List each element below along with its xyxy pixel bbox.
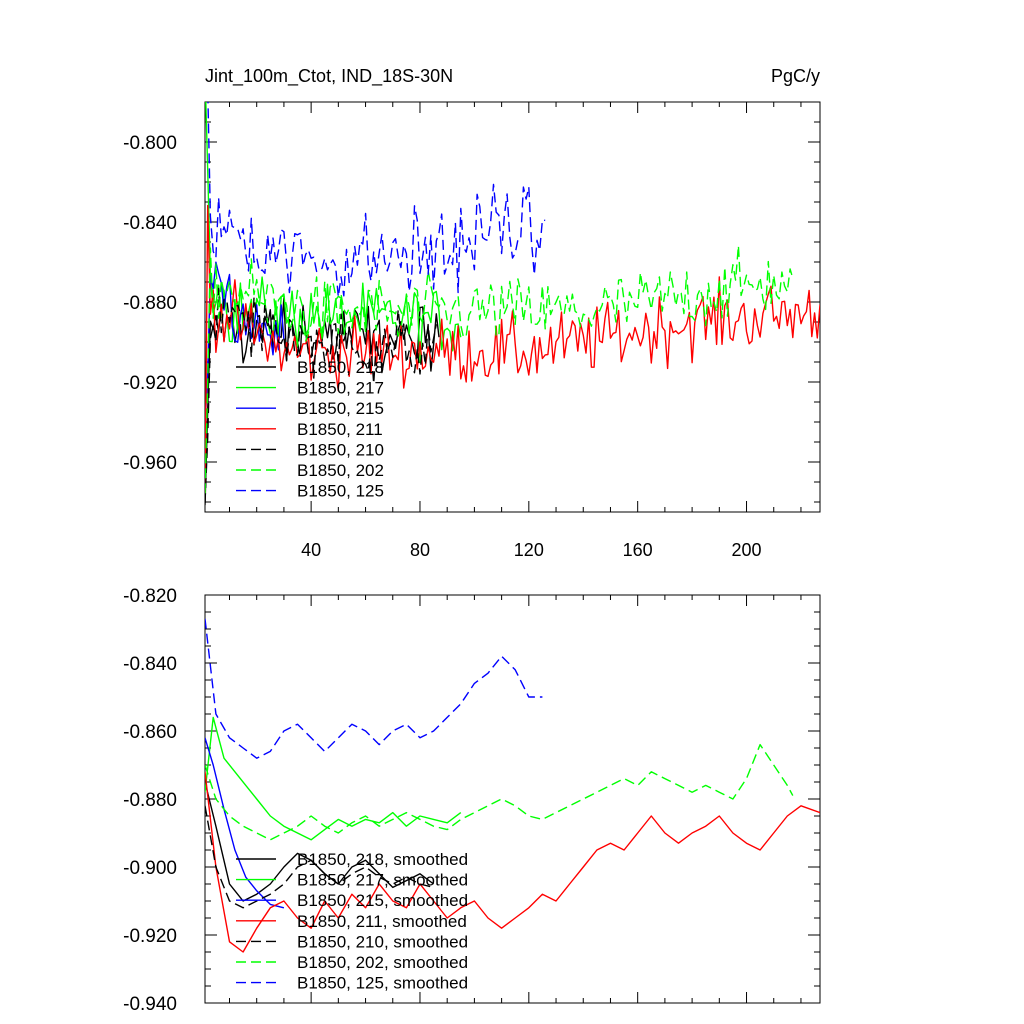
legend-label: B1850, 215 — [297, 399, 384, 418]
y-tick-label: -0.920 — [123, 373, 177, 394]
legend-label: B1850, 202, smoothed — [297, 953, 468, 972]
series-group — [205, 618, 820, 953]
legend-label: B1850, 211, smoothed — [297, 912, 467, 931]
y-tick-label: -0.820 — [123, 586, 177, 607]
legend-label: B1850, 218 — [297, 358, 384, 377]
y-tick-label: -0.940 — [123, 994, 177, 1015]
legend-label: B1850, 210 — [297, 440, 384, 459]
y-tick-label: -0.840 — [123, 213, 177, 234]
bottom-panel: -0.940 -0.920 -0.900 -0.880 -0.860 -0.840 -0.8… — [123, 586, 821, 1015]
legend-label: B1850, 125, smoothed — [297, 974, 468, 993]
series-line — [205, 287, 437, 504]
figure-title: Jint_100m_Ctot, IND_18S-30N — [205, 66, 453, 87]
figure-units: PgC/y — [771, 66, 820, 86]
legend-label: B1850, 202 — [297, 461, 384, 480]
series-line — [207, 102, 546, 298]
x-tick-label: 40 — [301, 540, 321, 560]
series-line — [205, 743, 794, 841]
legend-label: B1850, 125 — [297, 482, 384, 501]
x-tick-label: 120 — [514, 540, 544, 560]
top-panel: 40 80 120 160 200 -0.960 -0.920 -0.880 -0.840 -0.… — [123, 101, 821, 560]
y-tick-label: -0.900 — [123, 858, 177, 879]
x-tick-label: 160 — [623, 540, 653, 560]
series-line — [205, 245, 794, 494]
y-tick-label: -0.920 — [123, 926, 177, 947]
x-tick-label: 80 — [410, 540, 430, 560]
x-tick-label: 200 — [732, 540, 762, 560]
series-line — [205, 102, 462, 364]
y-tick-label: -0.880 — [123, 293, 177, 314]
series-line — [205, 771, 820, 953]
y-tick-label: -0.880 — [123, 790, 177, 811]
legend-label: B1850, 218, smoothed — [297, 850, 468, 869]
legend-label: B1850, 210, smoothed — [297, 932, 468, 951]
legend-label: B1850, 211 — [297, 420, 383, 439]
y-tick-label: -0.800 — [123, 133, 177, 154]
y-tick-label: -0.960 — [123, 453, 177, 474]
series-line — [205, 618, 543, 759]
series-line — [205, 716, 462, 841]
series-line — [205, 297, 440, 506]
legend-label: B1850, 217, smoothed — [297, 871, 468, 890]
series-line — [205, 805, 434, 909]
series-line — [205, 737, 285, 909]
series-group — [205, 102, 820, 506]
series-line — [205, 781, 435, 902]
y-tick-label: -0.840 — [123, 654, 177, 675]
legend-label: B1850, 217 — [297, 379, 384, 398]
y-tick-label: -0.860 — [123, 722, 177, 743]
legend: B1850, 218, smoothed B1850, 217, smoothed… — [236, 850, 468, 993]
legend-label: B1850, 215, smoothed — [297, 891, 468, 910]
